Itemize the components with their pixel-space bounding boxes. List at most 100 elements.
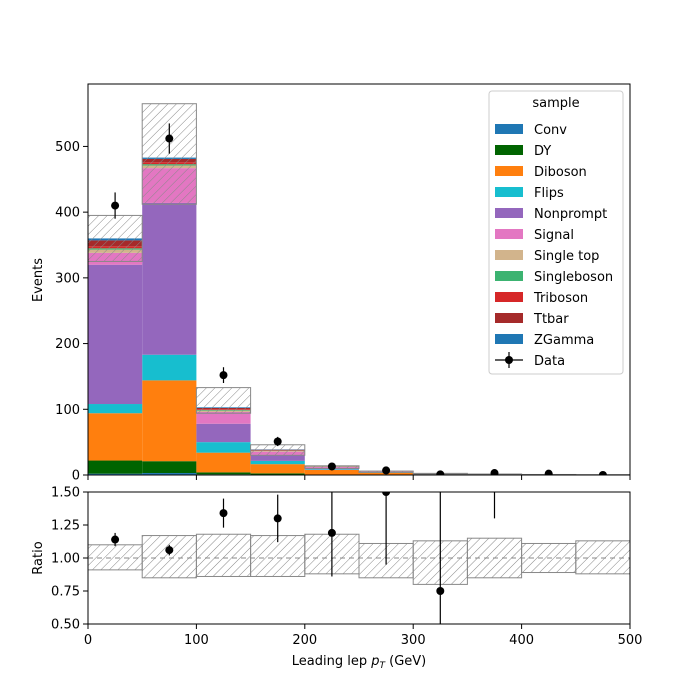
ratio-y-axis-label: Ratio (31, 541, 46, 574)
bar-dy-bin-1 (142, 461, 197, 474)
main-axes-frame (87, 83, 631, 476)
data-points (111, 123, 607, 475)
legend-label-zgamma: ZGamma (534, 333, 594, 348)
data-point-1 (165, 134, 174, 143)
x-tick-label: 0 (84, 633, 92, 648)
ratio-y-tick-label: 1.00 (51, 552, 80, 567)
legend-title: sample (532, 96, 579, 111)
legend-label-dy: DY (534, 144, 551, 159)
bar-signal-bin-2 (196, 411, 251, 424)
main-x-ticks (87, 475, 631, 480)
ratio-band-bin-9 (575, 540, 630, 575)
bar-diboson-bin-2 (196, 452, 251, 473)
data-point-8 (544, 469, 553, 475)
bar-nonprompt-bin-1 (142, 202, 197, 355)
data-point-2 (219, 371, 228, 380)
ratio-y-tick-label: 0.50 (51, 618, 80, 633)
ratio-band-bin-2 (195, 533, 252, 577)
ratio-y-tick-label: 1.50 (51, 486, 80, 501)
bar-diboson-bin-1 (142, 380, 197, 462)
main-y-tick-label: 500 (55, 140, 80, 155)
x-tick-label: 200 (292, 633, 317, 648)
legend-box (488, 90, 624, 375)
ratio-point-4 (327, 528, 336, 537)
uncertainty-band-bin-0 (88, 214, 143, 262)
ratio-point-1 (165, 546, 174, 555)
bar-diboson-bin-0 (88, 413, 143, 461)
ratio-y-tick-label: 0.75 (51, 585, 80, 600)
bar-dy-bin-0 (88, 460, 143, 474)
x-tick-label: 100 (184, 633, 209, 648)
legend-label-data: Data (534, 354, 565, 369)
x-tick-label: 400 (509, 633, 534, 648)
main-y-tick-label: 100 (55, 403, 80, 418)
ratio-band-bin-1 (141, 535, 197, 579)
legend-swatch-signal (495, 229, 523, 239)
data-point-7 (490, 469, 499, 475)
legend-swatch-single-top (495, 250, 523, 260)
bar-nonprompt-bin-0 (88, 264, 143, 405)
main-panel: 0 100 200 300 400 500 Events sample Conv DY Dibo… (31, 83, 631, 484)
legend-swatch-flips (495, 187, 523, 197)
legend-swatch-diboson (495, 166, 523, 176)
legend-swatch-ttbar (495, 313, 523, 323)
bar-flips-bin-0 (88, 404, 143, 414)
legend-swatch-triboson (495, 292, 523, 302)
ratio-y-tick-label: 1.25 (51, 519, 80, 534)
main-y-ticks: 0 100 200 300 400 500 (55, 140, 88, 484)
ratio-points (111, 492, 496, 624)
main-y-tick-label: 300 (55, 271, 80, 286)
uncertainty-band-bin-3 (250, 444, 306, 456)
legend-data-marker (505, 356, 513, 364)
uncertainty-band-bin-1 (141, 103, 197, 205)
ratio-y-ticks: 0.50 0.75 1.00 1.25 1.50 (51, 486, 88, 633)
bar-conv-bin-1 (142, 473, 197, 475)
legend-label-ttbar: Ttbar (533, 312, 569, 327)
legend-label-flips: Flips (534, 186, 564, 201)
ratio-panel: 0.50 0.75 1.00 1.25 1.50 0 100 200 300 400 500 Ra… (31, 486, 643, 672)
bar-nonprompt-bin-2 (196, 423, 251, 443)
ratio-band-bin-0 (88, 544, 143, 571)
data-point-3 (273, 437, 282, 446)
legend-label-triboson: Triboson (533, 291, 588, 306)
ratio-uncertainty-band (88, 533, 630, 585)
ratio-point-5 (382, 492, 391, 496)
ratio-point-0 (111, 535, 120, 544)
legend-label-nonprompt: Nonprompt (534, 207, 607, 222)
bar-dy-bin-3 (250, 473, 305, 475)
legend-swatch-nonprompt (495, 208, 523, 218)
bar-conv-bin-0 (88, 473, 143, 475)
legend-swatch-zgamma (495, 334, 523, 344)
x-axis-label: Leading lep pT (GeV) (292, 654, 426, 671)
data-point-9 (598, 471, 607, 475)
data-point-5 (382, 466, 391, 475)
legend-label-single-top: Single top (534, 249, 599, 264)
main-y-tick-label: 400 (55, 206, 80, 221)
legend-swatch-singleboson (495, 271, 523, 281)
bar-flips-bin-2 (196, 442, 251, 453)
ratio-x-ticks: 0 100 200 300 400 500 (84, 624, 643, 648)
uncertainty-band-bin-2 (195, 387, 252, 414)
legend-swatch-dy (495, 145, 523, 155)
ratio-band-bin-3 (250, 535, 306, 577)
legend-label-signal: Signal (534, 228, 574, 243)
x-tick-label: 500 (618, 633, 643, 648)
bar-flips-bin-1 (142, 354, 197, 381)
main-y-axis-label: Events (31, 258, 46, 302)
ratio-point-3 (273, 514, 282, 523)
ratio-point-2 (219, 509, 228, 518)
bar-diboson-bin-4 (304, 469, 359, 475)
bar-flips-bin-3 (250, 460, 305, 465)
data-point-0 (111, 201, 120, 210)
main-y-tick-label: 200 (55, 337, 80, 352)
data-point-4 (327, 462, 336, 471)
legend-swatch-conv (495, 124, 523, 134)
x-tick-label: 300 (401, 633, 426, 648)
legend-label-singleboson: Singleboson (534, 270, 613, 285)
bar-diboson-bin-3 (250, 464, 305, 474)
bar-dy-bin-2 (196, 472, 251, 475)
legend-label-diboson: Diboson (534, 165, 587, 180)
legend-label-conv: Conv (534, 123, 567, 138)
data-point-6 (436, 470, 445, 475)
